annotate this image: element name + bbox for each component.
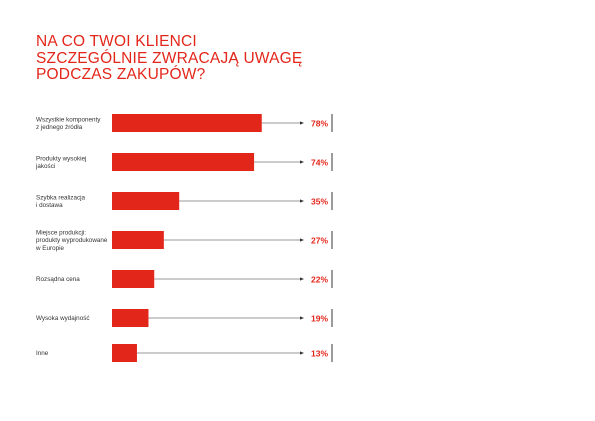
leader-arrow <box>300 238 304 242</box>
category-label: Rozsądna cena <box>36 276 80 283</box>
bar <box>112 344 137 362</box>
category-label: Miejsce produkcji: <box>36 230 86 237</box>
value-label: 22% <box>311 274 328 284</box>
value-label: 74% <box>311 157 328 167</box>
category-label: Wysoka wydajność <box>36 315 90 322</box>
bar <box>112 231 164 249</box>
category-label: Inne <box>36 350 49 357</box>
category-label: produkty wyprodukowane <box>36 237 108 244</box>
value-label: 19% <box>311 313 328 323</box>
leader-arrow <box>300 160 304 164</box>
leader-arrow <box>300 351 304 355</box>
value-label: 27% <box>311 235 328 245</box>
category-label: jakości <box>35 163 55 170</box>
chart-title-line: SZCZEGÓLNIE ZWRACAJĄ UWAGĘ <box>36 49 303 67</box>
chart-title-line: PODCZAS ZAKUPÓW? <box>36 66 206 83</box>
value-label: 35% <box>311 196 328 206</box>
bar <box>112 270 155 288</box>
category-label: w Europie <box>35 245 64 252</box>
value-label: 13% <box>311 348 328 358</box>
leader-arrow <box>300 316 304 320</box>
leader-arrow <box>300 277 304 281</box>
chart-title-line: NA CO TWOI KLIENCI <box>36 33 197 50</box>
bar <box>112 192 180 210</box>
bar <box>112 309 149 327</box>
leader-arrow <box>300 199 304 203</box>
category-label: z jednego źródła <box>36 124 83 131</box>
category-label: Szybka realizacja <box>36 194 85 201</box>
value-label: 78% <box>311 118 328 128</box>
category-label: i dostawa <box>36 202 63 209</box>
leader-arrow <box>300 121 304 125</box>
category-label: Produkty wysokiej <box>36 155 86 162</box>
bar <box>112 153 255 171</box>
chart-title: NA CO TWOI KLIENCI SZCZEGÓLNIE ZWRACAJĄ … <box>36 33 366 84</box>
bar <box>112 114 262 132</box>
category-label: Wszystkie komponenty <box>36 116 101 123</box>
